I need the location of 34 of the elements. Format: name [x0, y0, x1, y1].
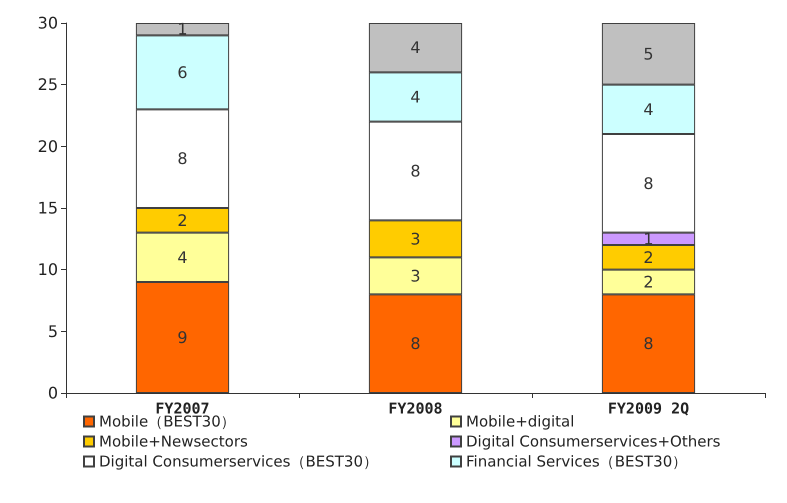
data-label: 4 [410, 88, 421, 106]
data-label: 8 [410, 162, 421, 180]
legend-label: Digital Consumerservices（BEST30） [99, 452, 378, 470]
y-tick-label: 5 [48, 322, 58, 341]
data-label: 4 [177, 248, 188, 267]
y-tick-label: 20 [38, 136, 58, 156]
data-label: 2 [177, 210, 188, 230]
data-label: 2 [643, 272, 654, 292]
data-label: 8 [643, 334, 654, 354]
data-label: 5 [643, 44, 654, 64]
data-label: 8 [410, 334, 421, 354]
data-label: 1 [643, 229, 654, 248]
y-tick-label: 15 [38, 198, 58, 218]
legend-label: Digital Consumerservices+Others [466, 432, 721, 450]
legend-label: Financial Services（BEST30） [466, 452, 688, 470]
y-tick-label: 30 [38, 14, 58, 32]
legend-label: Mobile（BEST30） [99, 412, 236, 430]
data-label: 3 [410, 229, 421, 248]
data-label: 2 [643, 248, 654, 267]
legend-label: Mobile+Newsectors [99, 432, 248, 450]
data-label: 1 [177, 20, 188, 39]
legend-label: Mobile+digital [466, 412, 574, 430]
y-tick-label: 10 [38, 260, 58, 280]
data-label: 8 [177, 149, 188, 168]
data-label: 8 [643, 174, 654, 193]
data-label: 6 [177, 62, 188, 82]
y-tick-label: 25 [38, 75, 58, 94]
data-label: 9 [177, 328, 188, 347]
data-label: 3 [410, 266, 421, 286]
x-tick-label: FY2009 2Q [608, 400, 690, 418]
data-label: 4 [643, 100, 654, 119]
x-tick-label: FY2008 [388, 400, 443, 418]
y-tick-label: 0 [48, 384, 58, 402]
data-label: 4 [410, 38, 421, 58]
